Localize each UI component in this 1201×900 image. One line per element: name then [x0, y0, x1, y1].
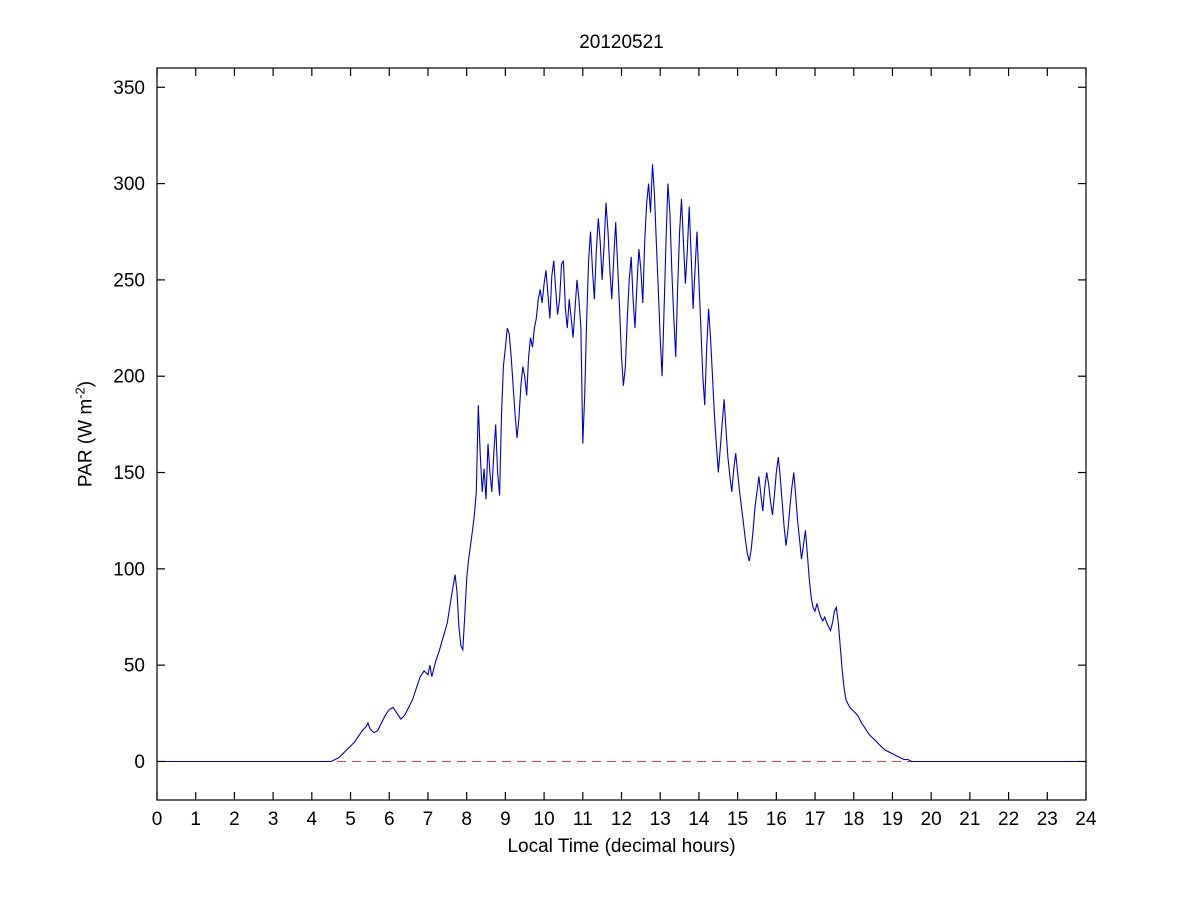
plot-box: [156, 67, 1087, 801]
x-tick-label: 1: [190, 809, 201, 830]
x-tick-label: 6: [384, 809, 395, 830]
y-tick-label: 150: [113, 463, 145, 484]
x-tick-label: 3: [268, 809, 279, 830]
x-tick-label: 22: [998, 809, 1019, 830]
x-tick-label: 19: [882, 809, 903, 830]
x-tick-label: 12: [611, 809, 632, 830]
y-tick-label: 0: [134, 752, 145, 773]
chart-title: 20120521: [579, 32, 664, 53]
x-tick-label: 4: [307, 809, 318, 830]
x-axis-label: Local Time (decimal hours): [507, 836, 736, 857]
y-tick-label: 100: [113, 559, 145, 580]
x-tick-label: 7: [423, 809, 434, 830]
x-tick-label: 2: [229, 809, 240, 830]
x-tick-label: 9: [500, 809, 511, 830]
y-axis-label-close: ): [75, 380, 97, 388]
x-tick-label: 0: [152, 809, 163, 830]
x-tick-label: 16: [766, 809, 787, 830]
x-tick-label: 8: [461, 809, 472, 830]
x-tick-label: 14: [688, 809, 710, 830]
x-tick-label: 13: [650, 809, 671, 830]
y-tick-label: 200: [113, 367, 145, 388]
x-tick-label: 23: [1037, 809, 1058, 830]
x-tick-label: 5: [345, 809, 356, 830]
y-tick-label: 250: [113, 270, 145, 291]
x-tick-label: 18: [843, 809, 864, 830]
par-line: [157, 164, 1086, 763]
y-axis-label-superscript: -2: [72, 387, 88, 399]
x-tick-label: 10: [534, 809, 555, 830]
x-tick-label: 11: [573, 809, 593, 830]
y-tick-label: 50: [124, 656, 145, 677]
x-tick-label: 20: [921, 809, 942, 830]
x-tick-label: 17: [804, 809, 825, 830]
y-axis-label: PAR (W m-2): [72, 381, 97, 487]
y-tick-label: 350: [113, 78, 145, 99]
y-axis-label-text: PAR (W m: [75, 398, 97, 488]
y-tick-label: 300: [113, 174, 145, 195]
x-tick-label: 21: [959, 809, 980, 830]
x-tick-label: 15: [727, 809, 748, 830]
x-tick-label: 24: [1075, 809, 1097, 830]
